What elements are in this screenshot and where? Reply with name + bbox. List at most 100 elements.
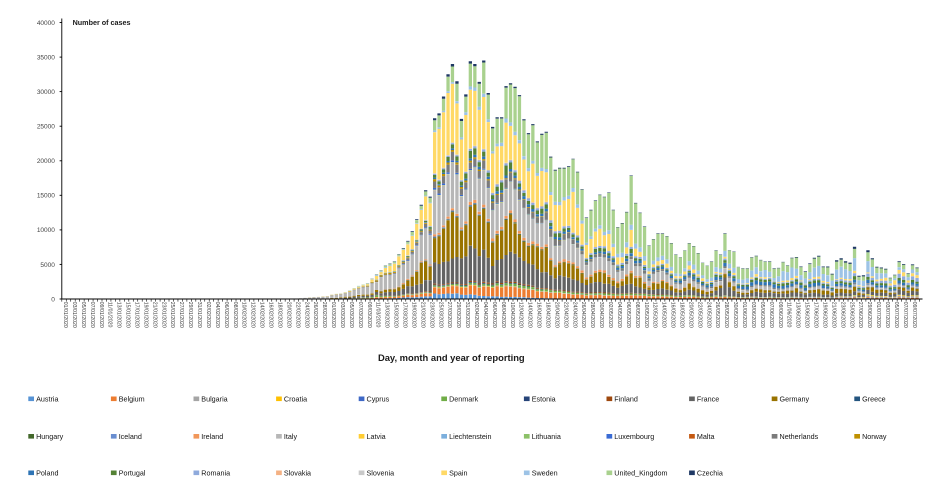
svg-text:08/02/2020: 08/02/2020 <box>232 302 238 328</box>
svg-text:28/02/2020: 28/02/2020 <box>321 302 327 328</box>
svg-text:24/05/2020: 24/05/2020 <box>705 302 711 328</box>
svg-text:09/07/2020: 09/07/2020 <box>911 302 917 328</box>
svg-text:11/01/2020: 11/01/2020 <box>107 302 113 328</box>
svg-text:20/02/2020: 20/02/2020 <box>285 302 291 328</box>
svg-text:11/06/2020: 11/06/2020 <box>786 302 792 328</box>
svg-text:19/01/2020: 19/01/2020 <box>142 302 148 328</box>
svg-text:30000: 30000 <box>37 89 55 96</box>
svg-text:13/03/2020: 13/03/2020 <box>384 302 390 328</box>
svg-text:Czechia: Czechia <box>697 468 723 477</box>
svg-text:02/02/2020: 02/02/2020 <box>205 302 211 328</box>
svg-text:Number of cases: Number of cases <box>73 18 131 27</box>
svg-text:17/01/2020: 17/01/2020 <box>134 302 140 328</box>
svg-text:19/03/2020: 19/03/2020 <box>411 302 417 328</box>
svg-text:15000: 15000 <box>37 193 55 200</box>
svg-text:Norway: Norway <box>862 432 887 441</box>
svg-text:30/05/2020: 30/05/2020 <box>732 302 738 328</box>
svg-text:05/03/2020: 05/03/2020 <box>348 302 354 328</box>
svg-text:30/04/2020: 30/04/2020 <box>598 302 604 328</box>
svg-text:27/01/2020: 27/01/2020 <box>178 302 184 328</box>
svg-text:04/02/2020: 04/02/2020 <box>214 302 220 328</box>
svg-text:12/05/2020: 12/05/2020 <box>652 302 658 328</box>
svg-text:10/05/2020: 10/05/2020 <box>643 302 649 328</box>
svg-text:06/04/2020: 06/04/2020 <box>491 302 497 328</box>
svg-text:29/01/2020: 29/01/2020 <box>187 302 193 328</box>
svg-text:16/05/2020: 16/05/2020 <box>670 302 676 328</box>
svg-text:11/03/2020: 11/03/2020 <box>375 302 381 328</box>
svg-text:16/02/2020: 16/02/2020 <box>268 302 274 328</box>
svg-text:Romania: Romania <box>201 468 230 477</box>
svg-text:14/05/2020: 14/05/2020 <box>661 302 667 328</box>
svg-text:21/03/2020: 21/03/2020 <box>419 302 425 328</box>
svg-text:40000: 40000 <box>37 20 55 27</box>
svg-text:13/01/2020: 13/01/2020 <box>116 302 122 328</box>
svg-text:18/02/2020: 18/02/2020 <box>277 302 283 328</box>
svg-text:Day, month and year of reporti: Day, month and year of reporting <box>378 352 525 363</box>
svg-text:10/02/2020: 10/02/2020 <box>241 302 247 328</box>
svg-text:07/07/2020: 07/07/2020 <box>902 302 908 328</box>
svg-text:31/01/2020: 31/01/2020 <box>196 302 202 328</box>
svg-text:06/05/2020: 06/05/2020 <box>625 302 631 328</box>
svg-text:06/02/2020: 06/02/2020 <box>223 302 229 328</box>
svg-text:17/06/2020: 17/06/2020 <box>813 302 819 328</box>
svg-text:22/04/2020: 22/04/2020 <box>562 302 568 328</box>
svg-text:Greece: Greece <box>862 394 886 403</box>
svg-text:21/06/2020: 21/06/2020 <box>830 302 836 328</box>
svg-text:25/03/2020: 25/03/2020 <box>437 302 443 328</box>
svg-text:Cyprus: Cyprus <box>367 394 390 403</box>
svg-text:29/03/2020: 29/03/2020 <box>455 302 461 328</box>
svg-text:24/04/2020: 24/04/2020 <box>571 302 577 328</box>
svg-text:Slovakia: Slovakia <box>284 468 311 477</box>
svg-text:03/03/2020: 03/03/2020 <box>339 302 345 328</box>
svg-text:Finland: Finland <box>614 394 638 403</box>
svg-text:28/05/2020: 28/05/2020 <box>723 302 729 328</box>
svg-text:03/06/2020: 03/06/2020 <box>750 302 756 328</box>
svg-text:17/03/2020: 17/03/2020 <box>402 302 408 328</box>
svg-text:09/01/2020: 09/01/2020 <box>98 302 104 328</box>
svg-text:Lithuania: Lithuania <box>532 432 561 441</box>
svg-text:22/02/2020: 22/02/2020 <box>294 302 300 328</box>
svg-text:10000: 10000 <box>37 227 55 234</box>
svg-text:01/06/2020: 01/06/2020 <box>741 302 747 328</box>
svg-text:Austria: Austria <box>36 394 58 403</box>
svg-text:23/06/2020: 23/06/2020 <box>839 302 845 328</box>
svg-text:13/06/2020: 13/06/2020 <box>795 302 801 328</box>
svg-text:5000: 5000 <box>40 262 55 269</box>
svg-text:07/01/2020: 07/01/2020 <box>89 302 95 328</box>
svg-text:19/06/2020: 19/06/2020 <box>822 302 828 328</box>
svg-text:07/06/2020: 07/06/2020 <box>768 302 774 328</box>
svg-text:Slovenia: Slovenia <box>367 468 395 477</box>
svg-text:15/01/2020: 15/01/2020 <box>125 302 131 328</box>
svg-text:Croatia: Croatia <box>284 394 307 403</box>
svg-text:Malta: Malta <box>697 432 715 441</box>
svg-text:25/06/2020: 25/06/2020 <box>848 302 854 328</box>
svg-text:02/04/2020: 02/04/2020 <box>473 302 479 328</box>
svg-text:02/05/2020: 02/05/2020 <box>607 302 613 328</box>
svg-text:28/04/2020: 28/04/2020 <box>589 302 595 328</box>
svg-text:18/05/2020: 18/05/2020 <box>679 302 685 328</box>
svg-text:23/01/2020: 23/01/2020 <box>160 302 166 328</box>
svg-text:20000: 20000 <box>37 158 55 165</box>
svg-text:05/07/2020: 05/07/2020 <box>893 302 899 328</box>
svg-text:18/04/2020: 18/04/2020 <box>545 302 551 328</box>
svg-text:26/05/2020: 26/05/2020 <box>714 302 720 328</box>
svg-text:26/02/2020: 26/02/2020 <box>312 302 318 328</box>
svg-text:Spain: Spain <box>449 468 467 477</box>
svg-text:Bulgaria: Bulgaria <box>201 394 227 403</box>
svg-text:04/04/2020: 04/04/2020 <box>482 302 488 328</box>
svg-text:09/03/2020: 09/03/2020 <box>366 302 372 328</box>
svg-text:Italy: Italy <box>284 432 298 441</box>
svg-text:08/04/2020: 08/04/2020 <box>500 302 506 328</box>
svg-text:01/07/2020: 01/07/2020 <box>875 302 881 328</box>
svg-text:03/01/2020: 03/01/2020 <box>71 302 77 328</box>
svg-text:25/01/2020: 25/01/2020 <box>169 302 175 328</box>
svg-text:Ireland: Ireland <box>201 432 223 441</box>
svg-text:United_Kingdom: United_Kingdom <box>614 468 667 477</box>
svg-text:04/05/2020: 04/05/2020 <box>616 302 622 328</box>
svg-text:20/04/2020: 20/04/2020 <box>553 302 559 328</box>
svg-text:20/05/2020: 20/05/2020 <box>687 302 693 328</box>
svg-text:Hungary: Hungary <box>36 432 64 441</box>
svg-text:24/02/2020: 24/02/2020 <box>303 302 309 328</box>
svg-text:08/05/2020: 08/05/2020 <box>634 302 640 328</box>
svg-text:35000: 35000 <box>37 54 55 61</box>
